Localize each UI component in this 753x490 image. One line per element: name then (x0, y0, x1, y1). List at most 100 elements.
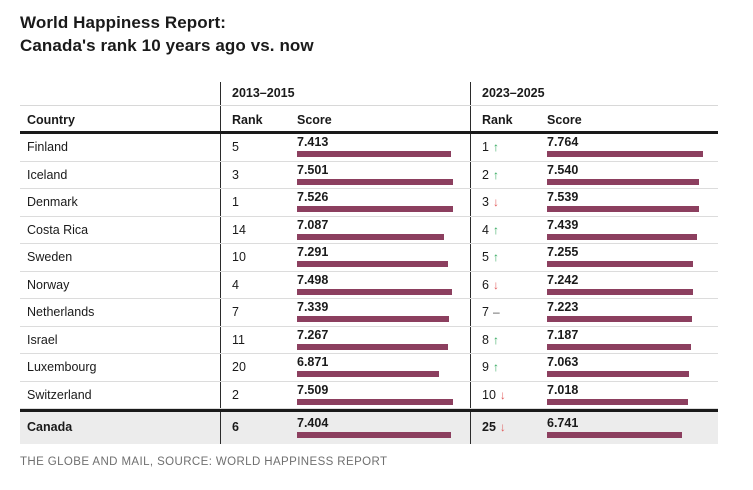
period-2023-cells: 10 ↓ 7.018 (470, 381, 718, 408)
period-label-2013: 2013–2015 (232, 86, 295, 100)
rank-2023: 4 (482, 222, 489, 237)
score-bar-2013 (297, 371, 440, 377)
rank-2023: 10 (482, 387, 496, 402)
table-row: Luxembourg 20 6.871 9 ↑ 7.063 (20, 354, 718, 382)
score-2013: 7.267 (297, 327, 329, 342)
period-label-2023: 2023–2025 (482, 86, 545, 100)
table-row: Netherlands 7 7.339 7– 7.223 (20, 299, 718, 327)
score-2013: 7.501 (297, 162, 329, 177)
score-bar-2013 (297, 151, 451, 157)
table-row: Canada 6 7.404 25 ↓ 6.741 (20, 409, 718, 444)
table-body: Finland 5 7.413 1 ↑ 7.764 Iceland 3 7.501 (20, 134, 718, 444)
score-bar-2023 (547, 316, 693, 322)
column-header-score-2013: Score (297, 113, 332, 127)
score-2013: 7.526 (297, 190, 329, 204)
country-label: Israel (27, 332, 58, 347)
column-header-row: Country Rank Score Rank Score (20, 106, 718, 134)
period-group-2013: 2013–2015 (220, 82, 470, 105)
period-2013-cells: 10 7.291 (220, 244, 470, 271)
period-2023-cells: 25 ↓ 6.741 (470, 412, 718, 444)
country-label: Iceland (27, 167, 68, 182)
period-2013-cells: 20 6.871 (220, 354, 470, 381)
period-group-2023: 2023–2025 (470, 82, 718, 105)
rank-2023: 25 (482, 420, 496, 434)
period-header-row: 2013–2015 2023–2025 (20, 82, 718, 106)
country-label: Costa Rica (27, 222, 89, 237)
score-bar-2023 (547, 233, 697, 240)
period-2023-cells: 9 ↑ 7.063 (470, 354, 718, 381)
score-bar-2013 (297, 206, 453, 212)
country-label: Switzerland (27, 387, 92, 402)
country-label: Finland (27, 140, 68, 154)
score-bar-2023 (547, 398, 688, 405)
period-2013-cells: 4 7.498 (220, 271, 470, 298)
score-2023: 7.539 (547, 190, 579, 204)
score-2023: 7.063 (547, 355, 579, 369)
score-2013: 7.087 (297, 217, 329, 232)
rank-2013: 6 (232, 420, 239, 434)
score-bar-2023 (547, 343, 692, 350)
score-2023: 7.018 (547, 382, 579, 397)
column-header-rank-2023: Rank (482, 113, 513, 127)
score-bar-2023 (547, 178, 699, 185)
score-2013: 6.871 (297, 355, 329, 369)
score-bar-2023 (547, 206, 699, 212)
score-2023: 7.439 (547, 217, 579, 232)
score-2013: 7.413 (297, 135, 329, 149)
table-row: Norway 4 7.498 6 ↓ 7.242 (20, 271, 718, 299)
period-2013-cells: 2 7.509 (220, 381, 470, 408)
score-2023: 7.540 (547, 162, 579, 177)
country-label: Canada (27, 420, 73, 434)
score-bar-2013 (297, 432, 451, 438)
period-header-spacer (20, 82, 220, 105)
trend-down-icon: ↓ (492, 277, 499, 292)
period-2023-cells: 1 ↑ 7.764 (470, 134, 718, 161)
chart-title-line1: World Happiness Report: (20, 13, 227, 32)
score-bar-2013 (297, 233, 444, 240)
period-2023-cells: 5 ↑ 7.255 (470, 244, 718, 271)
rank-2023: 8 (482, 332, 489, 347)
score-2013: 7.509 (297, 382, 329, 397)
score-bar-2013 (297, 288, 453, 295)
rank-2023: 9 (482, 360, 489, 374)
score-2023: 7.764 (547, 135, 579, 149)
score-2023: 7.187 (547, 327, 579, 342)
rank-2013: 4 (232, 277, 239, 292)
country-label: Denmark (27, 195, 78, 209)
score-2023: 6.741 (547, 416, 579, 430)
trend-up-icon: ↑ (492, 167, 499, 182)
rank-2023: 3 (482, 195, 489, 209)
country-label: Netherlands (27, 305, 95, 319)
rank-2013: 7 (232, 305, 239, 319)
score-bar-2023 (547, 151, 703, 157)
score-2013: 7.498 (297, 272, 329, 287)
score-bar-2023 (547, 371, 689, 377)
chart-title-line2: Canada's rank 10 years ago vs. now (20, 36, 314, 55)
country-label: Luxembourg (27, 360, 97, 374)
table-row: Finland 5 7.413 1 ↑ 7.764 (20, 134, 718, 162)
column-header-score-2023: Score (547, 113, 582, 127)
rank-2023: 1 (482, 140, 489, 154)
rank-2023: 7 (482, 305, 489, 319)
trend-up-icon: ↑ (492, 360, 499, 374)
rank-2023: 2 (482, 167, 489, 182)
rank-2013: 14 (232, 222, 246, 237)
rank-2013: 3 (232, 167, 239, 182)
score-bar-2013 (297, 343, 448, 350)
score-bar-2013 (297, 178, 453, 185)
trend-down-icon: ↓ (499, 420, 506, 434)
period-2023-cells: 3 ↓ 7.539 (470, 189, 718, 216)
trend-up-icon: ↑ (492, 140, 499, 154)
column-header-country: Country (27, 113, 75, 127)
rank-2013: 11 (232, 332, 245, 347)
country-label: Norway (27, 277, 70, 292)
score-2023: 7.255 (547, 245, 579, 259)
score-2023: 7.223 (547, 300, 579, 314)
source-credit: THE GLOBE AND MAIL, SOURCE: WORLD HAPPIN… (20, 456, 388, 468)
rank-2013: 1 (232, 195, 239, 209)
period-2013-cells: 5 7.413 (220, 134, 470, 161)
period-2013-cells: 11 7.267 (220, 326, 470, 353)
score-2023: 7.242 (547, 272, 579, 287)
trend-same-icon: – (492, 305, 500, 319)
rank-2013: 2 (232, 387, 239, 402)
